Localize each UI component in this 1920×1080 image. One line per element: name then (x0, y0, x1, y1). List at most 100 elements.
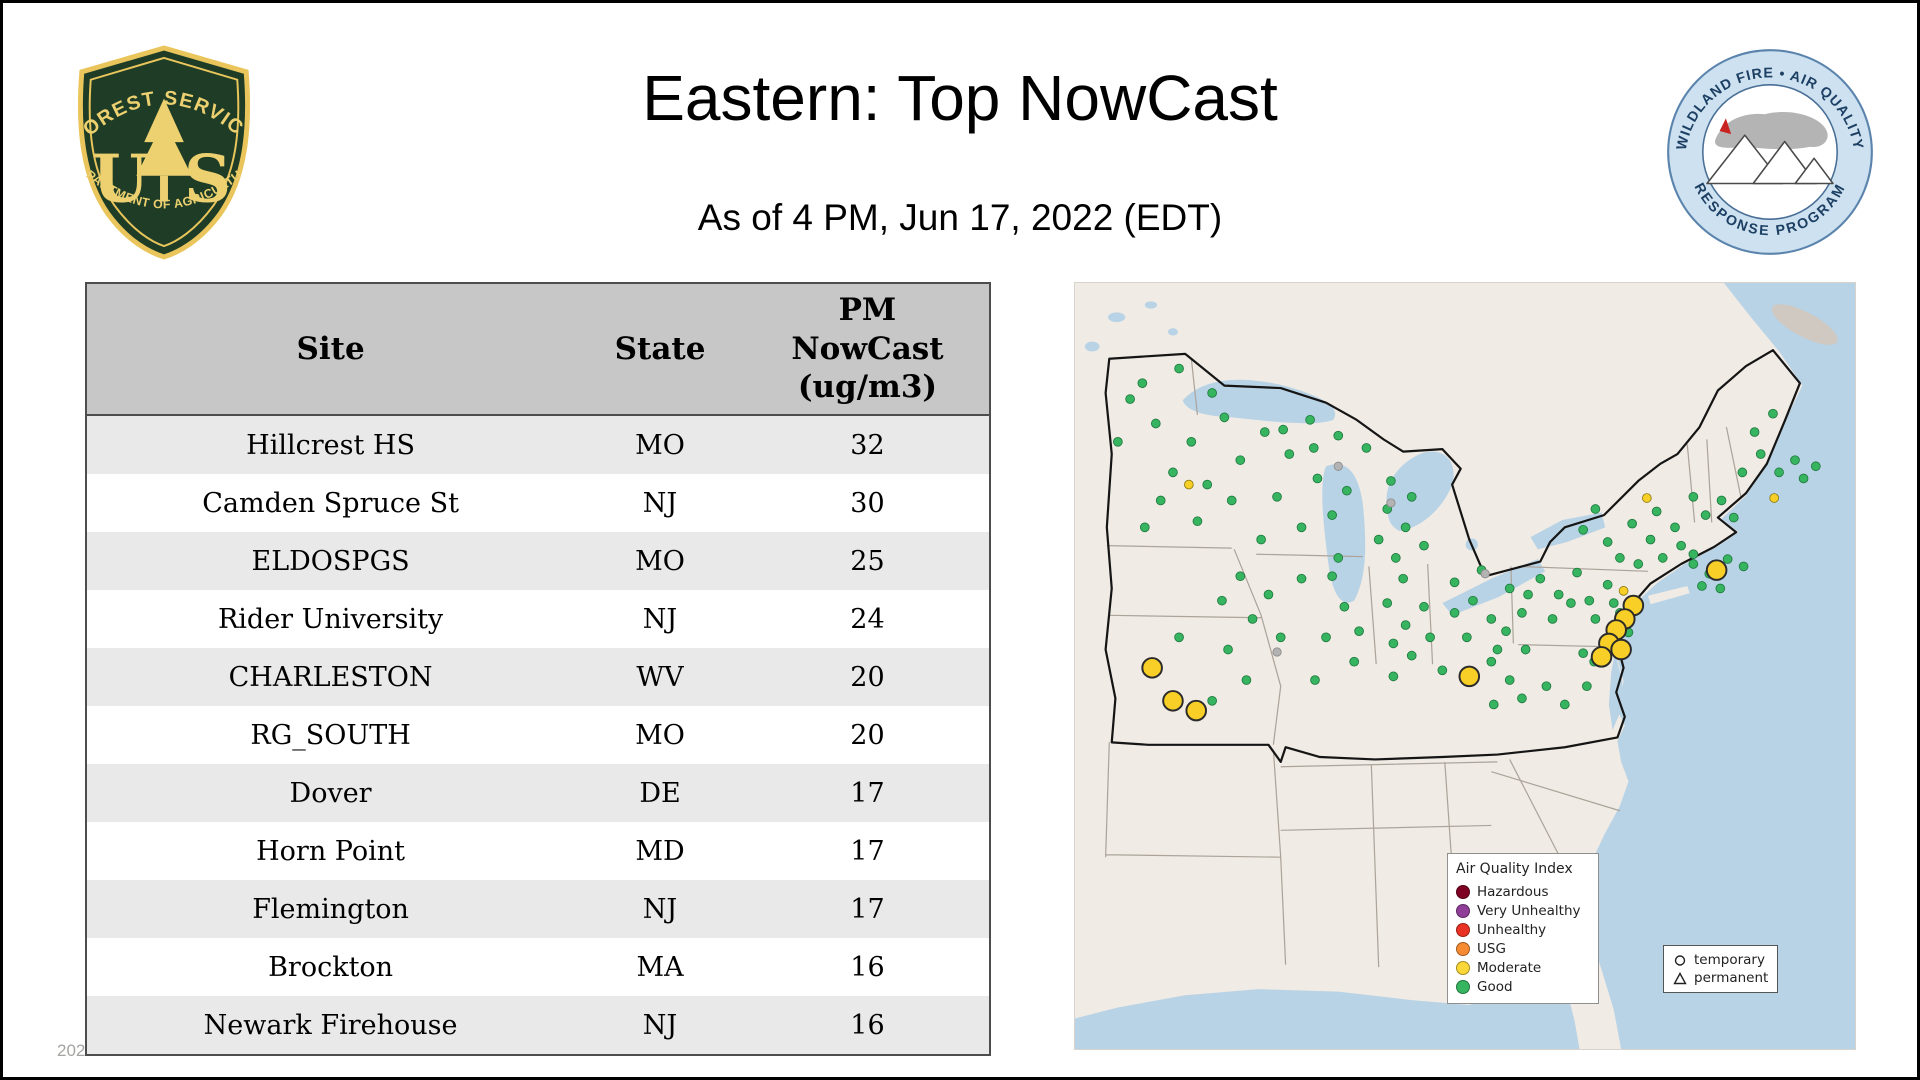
site-marker-good (1633, 559, 1644, 569)
pine-tree-icon (136, 98, 192, 202)
wildland-fire-logo: WILDLAND FIRE • AIR QUALITY RESPONSE PRO… (1667, 49, 1873, 255)
site-marker-good (1768, 408, 1778, 419)
table-row: Hillcrest HS MO 32 (86, 415, 990, 474)
site-marker-good (1437, 665, 1448, 676)
lake-ontario (1530, 512, 1606, 550)
site-marker-good (1670, 522, 1680, 533)
value-cell: 32 (850, 429, 885, 461)
site-marker-inactive (1333, 461, 1343, 471)
circle-symbol-icon (1674, 954, 1686, 966)
site-marker-good (1541, 681, 1552, 691)
site-marker-good (1207, 388, 1217, 398)
table-row: ELDOSPGS MO 25 (86, 532, 990, 590)
site-marker-moderate-top (1610, 638, 1632, 661)
site-marker-good (1219, 412, 1230, 423)
site-marker-inactive (1480, 569, 1490, 579)
site-marker-moderate (1184, 479, 1194, 490)
aqi-label: Very Unhealthy (1477, 902, 1581, 919)
forest-service-logo: FOREST SERVICE U S DEPARTMENT OF AGRICUL… (65, 43, 251, 260)
site-marker-good (1388, 671, 1399, 682)
site-marker-good (1247, 614, 1258, 624)
site-marker-good (1272, 491, 1282, 502)
aqi-swatch (1456, 941, 1470, 956)
state-cell: MO (635, 545, 685, 577)
site-marker-good (1645, 534, 1656, 545)
wf-mountains-icon (1706, 134, 1834, 185)
table-row: Brockton MA 16 (86, 938, 990, 996)
site-marker-good (1676, 540, 1686, 551)
site-marker-good (1602, 537, 1613, 547)
site-marker-good (1810, 461, 1821, 472)
atlantic-ocean (1581, 283, 1855, 1049)
site-cell: Dover (289, 777, 372, 809)
site-marker-good (1235, 455, 1246, 465)
site-marker-good (1449, 608, 1460, 618)
site-marker-good (1517, 608, 1527, 618)
table-row: CHARLESTON WV 20 (86, 648, 990, 706)
site-marker-good (1354, 626, 1364, 637)
state-cell: MO (635, 429, 685, 461)
site-marker-good (1284, 449, 1295, 459)
site-marker-good (1651, 506, 1662, 517)
site-marker-good (1737, 467, 1748, 478)
site-marker-good (1406, 650, 1417, 661)
site-marker-good (1602, 579, 1613, 590)
value-cell: 20 (850, 719, 885, 751)
small-lake-2 (1144, 301, 1158, 309)
site-marker-good (1125, 394, 1135, 404)
small-lake-3 (1084, 341, 1100, 352)
table-body: Hillcrest HS MO 32 Camden Spruce St NJ 30 ELDO… (86, 415, 990, 1055)
site-marker-good (1486, 656, 1497, 667)
site-marker-good (1468, 595, 1478, 606)
marker-type-legend: temporary permanent (1663, 945, 1779, 993)
site-marker-good (1688, 491, 1699, 502)
site-marker-good (1790, 455, 1800, 465)
site-cell: Hillcrest HS (246, 429, 415, 461)
state-cell: DE (639, 777, 681, 809)
aqi-swatch (1456, 960, 1470, 975)
site-marker-moderate (1641, 493, 1652, 503)
aqi-legend-item: Unhealthy (1456, 920, 1590, 939)
site-marker-good (1341, 485, 1352, 496)
site-marker-good (1584, 595, 1595, 606)
site-marker-good (1168, 467, 1178, 478)
site-marker-good (1174, 632, 1184, 643)
site-marker-good (1738, 561, 1749, 572)
site-marker-good (1327, 571, 1337, 582)
site-marker-good (1382, 598, 1393, 608)
site-marker-good (1590, 614, 1601, 624)
value-cell: 16 (850, 1009, 885, 1041)
site-marker-good (1523, 589, 1533, 600)
site-marker-good (1155, 495, 1166, 506)
site-marker-good (1333, 553, 1344, 563)
state-cell: MO (635, 719, 685, 751)
table-row: Rider University NJ 24 (86, 590, 990, 648)
aqi-swatch (1456, 903, 1470, 918)
marker-legend-rows: temporary permanent (1673, 951, 1768, 987)
site-marker-good (1461, 632, 1472, 643)
site-marker-good (1419, 601, 1429, 612)
value-cell: 17 (850, 893, 885, 925)
site-marker-good (1400, 522, 1411, 533)
site-cell: Newark Firehouse (203, 1009, 458, 1041)
site-cell: Flemington (252, 893, 409, 925)
site-marker-good (1716, 495, 1727, 506)
state-cell: MA (636, 951, 684, 983)
site-marker-good (1305, 415, 1315, 425)
map-panel: Air Quality Index Hazardous Very Unhealth… (1074, 282, 1856, 1050)
site-marker-good (1728, 512, 1739, 523)
aqi-label: Hazardous (1477, 883, 1549, 900)
lake-erie (1442, 559, 1546, 616)
site-marker-good (1373, 534, 1384, 545)
site-marker-good (1657, 553, 1668, 563)
site-marker-good (1278, 424, 1288, 435)
fs-letter-s: S (184, 142, 231, 218)
site-marker-good (1308, 443, 1319, 453)
site-marker-good (1559, 699, 1570, 710)
site-marker-good (1174, 363, 1184, 374)
long-island (1648, 585, 1690, 605)
site-marker-good (1520, 644, 1531, 655)
value-cell: 20 (850, 661, 885, 693)
site-marker-inactive (1272, 647, 1282, 657)
aqi-legend-item: Hazardous (1456, 882, 1590, 901)
